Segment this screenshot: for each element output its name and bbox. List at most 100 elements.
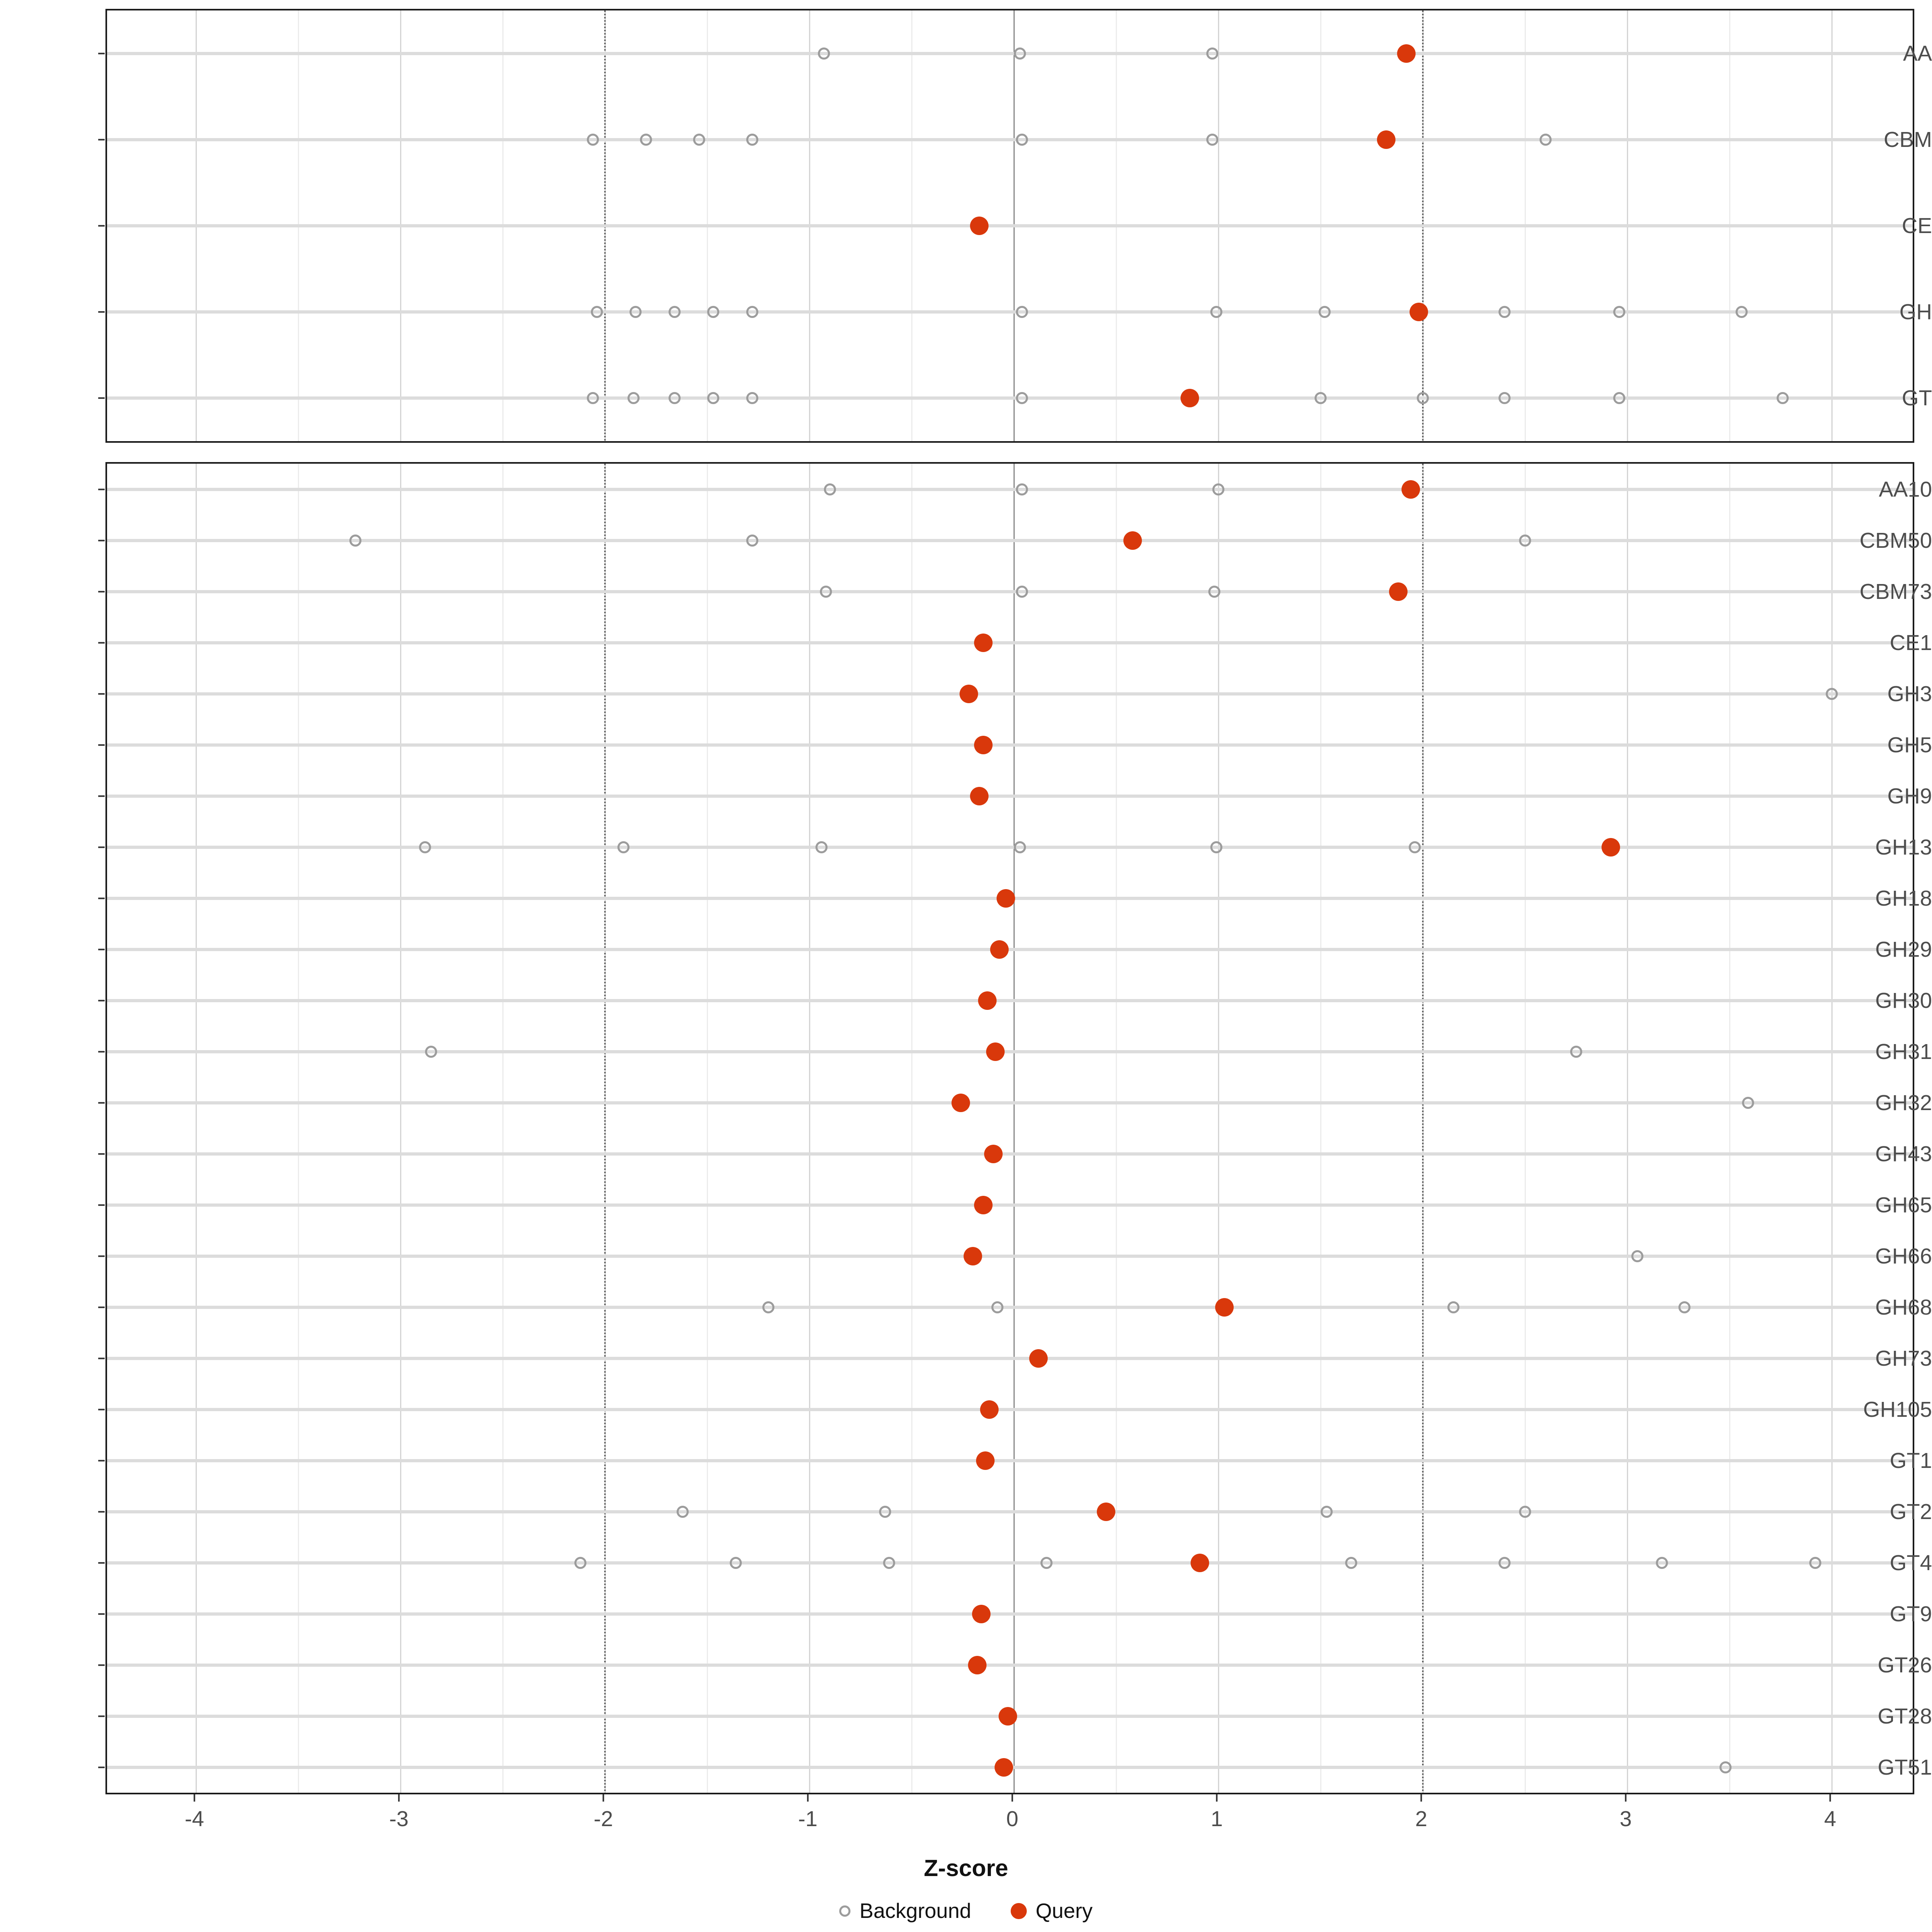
- gridline-y-GT1: [107, 1459, 1913, 1462]
- gridline-y-GH29: [107, 947, 1913, 951]
- data-point-background: [1826, 687, 1838, 700]
- data-point-background: [1539, 134, 1552, 146]
- data-point-background: [824, 483, 836, 495]
- y-axis-label-GH31: GH31: [1875, 1039, 1932, 1064]
- data-point-query: [1123, 531, 1142, 550]
- gridline-y-GH65: [107, 1203, 1913, 1207]
- legend-entry-query: Query: [1010, 1899, 1093, 1923]
- data-point-background: [1016, 306, 1028, 318]
- gridline-x-3: [1627, 464, 1628, 1793]
- gridline-x-minor: [297, 464, 299, 1793]
- x-tick-mark--3: [398, 1794, 400, 1802]
- gridline-y-GH5: [107, 743, 1913, 747]
- gridline-y-GH31: [107, 1050, 1913, 1053]
- y-tick-mark: [98, 139, 105, 140]
- data-point-background: [762, 1301, 775, 1313]
- gridline-x-minor: [502, 464, 504, 1793]
- y-tick-mark: [98, 1613, 105, 1615]
- plot-area-top: [107, 10, 1913, 441]
- data-point-background: [640, 134, 652, 146]
- y-axis-label-CBM73: CBM73: [1859, 579, 1932, 604]
- data-point-background: [1210, 841, 1222, 853]
- data-point-background: [1016, 134, 1028, 146]
- data-point-background: [1315, 392, 1327, 404]
- gridline-y-GH73: [107, 1356, 1913, 1360]
- y-tick-mark: [98, 795, 105, 797]
- data-point-background: [1206, 47, 1218, 60]
- data-point-query: [964, 1247, 983, 1265]
- data-point-query: [1389, 582, 1408, 601]
- y-tick-mark: [98, 642, 105, 644]
- data-point-background: [817, 47, 830, 60]
- background-marker-icon: [839, 1905, 851, 1917]
- data-point-query: [970, 217, 989, 235]
- chart-legend: Background Query: [0, 1899, 1932, 1923]
- y-axis-label-GH105: GH105: [1863, 1397, 1932, 1422]
- gridline-y-GT9: [107, 1612, 1913, 1616]
- y-tick-mark: [98, 1459, 105, 1461]
- data-point-background: [991, 1301, 1004, 1313]
- gridline-y-AA: [107, 52, 1913, 55]
- data-point-background: [1519, 534, 1531, 547]
- data-point-background: [746, 306, 758, 318]
- y-axis-label-GH65: GH65: [1875, 1193, 1932, 1217]
- y-axis-label-AA10: AA10: [1878, 477, 1932, 502]
- data-point-background: [815, 841, 828, 853]
- data-point-query: [1602, 838, 1620, 857]
- data-point-query: [976, 1451, 995, 1470]
- y-tick-mark: [98, 1715, 105, 1717]
- gridline-x-minor: [1729, 464, 1730, 1793]
- data-point-background: [1321, 1505, 1333, 1518]
- threshold-line--2: [604, 464, 606, 1793]
- data-point-background: [707, 306, 720, 318]
- y-tick-mark: [98, 1051, 105, 1053]
- x-tick-mark-1: [1216, 1794, 1218, 1802]
- panel-cazyme-class: [105, 9, 1914, 443]
- y-tick-mark: [98, 225, 105, 227]
- data-point-background: [590, 306, 603, 318]
- gridline-x--1: [809, 464, 810, 1793]
- x-axis-title: Z-score: [924, 1855, 1008, 1881]
- y-tick-mark: [98, 846, 105, 848]
- x-tick-mark--4: [194, 1794, 195, 1802]
- gridline-y-GH: [107, 310, 1913, 314]
- gridline-y-CBM73: [107, 590, 1913, 593]
- y-axis-label-CE: CE: [1901, 214, 1932, 238]
- x-tick-mark-2: [1420, 1794, 1422, 1802]
- y-axis-label-GH43: GH43: [1875, 1141, 1932, 1166]
- data-point-query: [960, 684, 978, 703]
- data-point-background: [1208, 585, 1220, 598]
- y-tick-mark: [98, 1102, 105, 1104]
- x-tick-mark--1: [807, 1794, 809, 1802]
- data-point-query: [951, 1093, 970, 1112]
- data-point-query: [980, 1400, 999, 1419]
- y-axis-label-GH73: GH73: [1875, 1346, 1932, 1371]
- y-tick-mark: [98, 1204, 105, 1206]
- y-tick-mark: [98, 53, 105, 54]
- legend-label-background: Background: [859, 1899, 971, 1923]
- y-axis-label-GH5: GH5: [1887, 733, 1932, 757]
- data-point-query: [1401, 480, 1420, 499]
- data-point-background: [693, 134, 705, 146]
- y-axis-label-GT26: GT26: [1877, 1653, 1932, 1677]
- x-axis-tick-label--2: -2: [593, 1807, 613, 1831]
- x-axis-tick-label--3: -3: [389, 1807, 409, 1831]
- data-point-query: [1029, 1349, 1048, 1368]
- gridline-y-GT2: [107, 1510, 1913, 1513]
- y-tick-mark: [98, 999, 105, 1001]
- gridline-y-GH3: [107, 692, 1913, 696]
- gridline-y-GT4: [107, 1561, 1913, 1565]
- panel-cazyme-family: [105, 462, 1914, 1794]
- data-point-query: [972, 1604, 991, 1623]
- y-axis-label-GH29: GH29: [1875, 937, 1932, 962]
- data-point-query: [990, 940, 1009, 959]
- data-point-background: [1210, 306, 1222, 318]
- gridline-x-minor: [1524, 464, 1526, 1793]
- gridline-x-minor: [706, 464, 708, 1793]
- data-point-background: [425, 1045, 438, 1058]
- data-point-background: [1014, 841, 1026, 853]
- x-tick-mark-3: [1625, 1794, 1627, 1802]
- y-axis-label-GT51: GT51: [1877, 1755, 1932, 1779]
- data-point-background: [1014, 47, 1026, 60]
- gridline-y-CBM50: [107, 539, 1913, 542]
